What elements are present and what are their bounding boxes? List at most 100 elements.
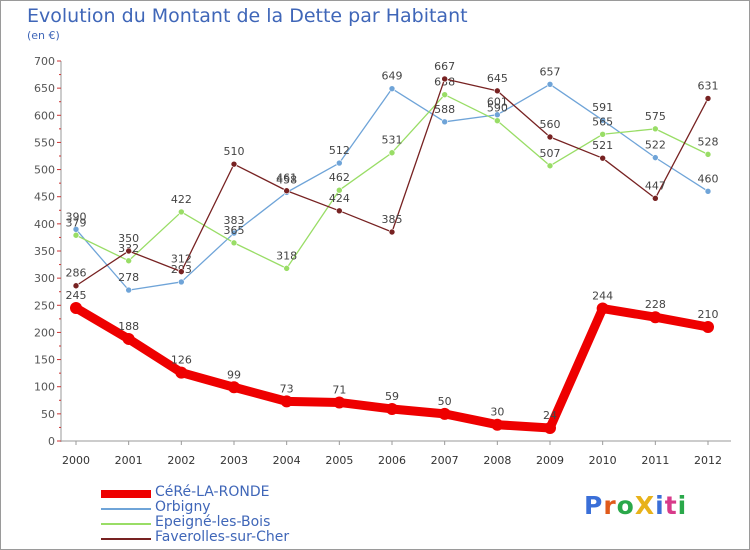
legend-swatch [101, 490, 151, 498]
data-point [652, 154, 659, 161]
data-point [283, 187, 290, 195]
legend-swatch [101, 523, 151, 525]
x-tick-label: 2010 [589, 454, 617, 467]
data-point [596, 302, 609, 315]
data-label: 422 [171, 193, 192, 206]
data-point [178, 268, 185, 275]
y-tick-label: 50 [41, 408, 55, 421]
data-point [388, 149, 396, 157]
legend-label: CéRé-LA-RONDE [155, 484, 270, 500]
data-point [546, 162, 554, 170]
data-label: 631 [698, 79, 719, 92]
x-tick-label: 2000 [62, 454, 90, 467]
legend-label: Epeigné-les-Bois [155, 514, 271, 530]
data-point [228, 381, 240, 394]
data-point [230, 229, 238, 237]
data-point [441, 118, 448, 126]
logo-letter: i [655, 491, 665, 520]
chart-subtitle: (en €) [27, 29, 60, 42]
data-label: 424 [329, 192, 350, 205]
x-tick-label: 2001 [115, 454, 143, 467]
data-point [70, 302, 82, 314]
data-label: 59 [385, 390, 399, 403]
x-tick-label: 2003 [220, 454, 248, 467]
data-point [491, 418, 504, 431]
data-label: 365 [224, 224, 245, 237]
y-tick-label: 700 [34, 55, 55, 68]
data-point [230, 160, 238, 168]
data-label: 379 [66, 216, 87, 229]
data-label: 528 [698, 135, 719, 148]
data-label: 350 [118, 232, 139, 245]
data-label: 71 [332, 383, 346, 396]
logo-letter: X [634, 491, 656, 520]
data-label: 460 [698, 172, 719, 185]
x-tick-label: 2012 [694, 454, 722, 467]
data-point [178, 208, 185, 216]
data-point [599, 130, 606, 138]
y-tick-label: 450 [34, 191, 55, 204]
y-tick-label: 0 [48, 435, 55, 448]
data-label: 512 [329, 144, 350, 157]
data-point [599, 116, 606, 124]
data-label: 521 [592, 139, 613, 152]
x-tick-label: 2009 [536, 454, 564, 467]
data-label: 447 [645, 179, 666, 192]
data-label: 507 [540, 147, 561, 160]
legend-swatch [101, 538, 151, 540]
legend-swatch [101, 508, 151, 510]
data-label: 24 [543, 409, 557, 422]
logo-letter: r [603, 491, 617, 520]
data-label: 522 [645, 139, 666, 152]
data-label: 312 [171, 253, 192, 266]
y-tick-label: 550 [34, 136, 55, 149]
x-tick-label: 2006 [378, 454, 406, 467]
data-label: 462 [329, 171, 350, 184]
data-point [283, 265, 290, 272]
y-tick-label: 200 [34, 326, 55, 339]
data-point [388, 85, 396, 92]
data-point [336, 159, 343, 167]
data-point [125, 286, 132, 294]
data-label: 590 [487, 102, 508, 115]
data-label: 390 [66, 210, 87, 223]
proxiti-logo: ProXiti [584, 491, 687, 520]
data-point [125, 247, 132, 255]
y-tick-label: 500 [34, 164, 55, 177]
data-label: 50 [438, 395, 452, 408]
data-point [704, 95, 712, 102]
data-label: 126 [171, 354, 192, 367]
data-label: 318 [276, 249, 297, 262]
data-point [72, 282, 80, 290]
data-point [702, 321, 714, 333]
data-point [441, 91, 448, 98]
data-label: 531 [382, 134, 403, 147]
data-label: 565 [592, 115, 613, 128]
data-point [494, 117, 501, 125]
y-tick-label: 100 [34, 381, 55, 394]
y-tick-label: 350 [34, 245, 55, 258]
data-label: 278 [118, 271, 139, 284]
data-label: 588 [434, 103, 455, 116]
data-point [333, 396, 346, 409]
y-tick-label: 150 [34, 354, 55, 367]
data-point [388, 228, 396, 236]
data-label: 601 [487, 96, 508, 109]
data-label: 667 [434, 60, 455, 73]
data-label: 575 [645, 110, 666, 123]
data-label: 245 [66, 289, 87, 302]
data-point [494, 87, 501, 95]
data-point [441, 75, 448, 83]
data-point [438, 407, 451, 420]
data-label: 458 [276, 173, 297, 186]
data-point [544, 421, 556, 434]
data-label: 188 [118, 320, 139, 333]
data-point [336, 207, 343, 215]
data-point [546, 81, 554, 88]
logo-letter: P [584, 491, 604, 520]
data-point [122, 332, 135, 345]
data-point [336, 186, 343, 194]
data-point [230, 239, 238, 247]
